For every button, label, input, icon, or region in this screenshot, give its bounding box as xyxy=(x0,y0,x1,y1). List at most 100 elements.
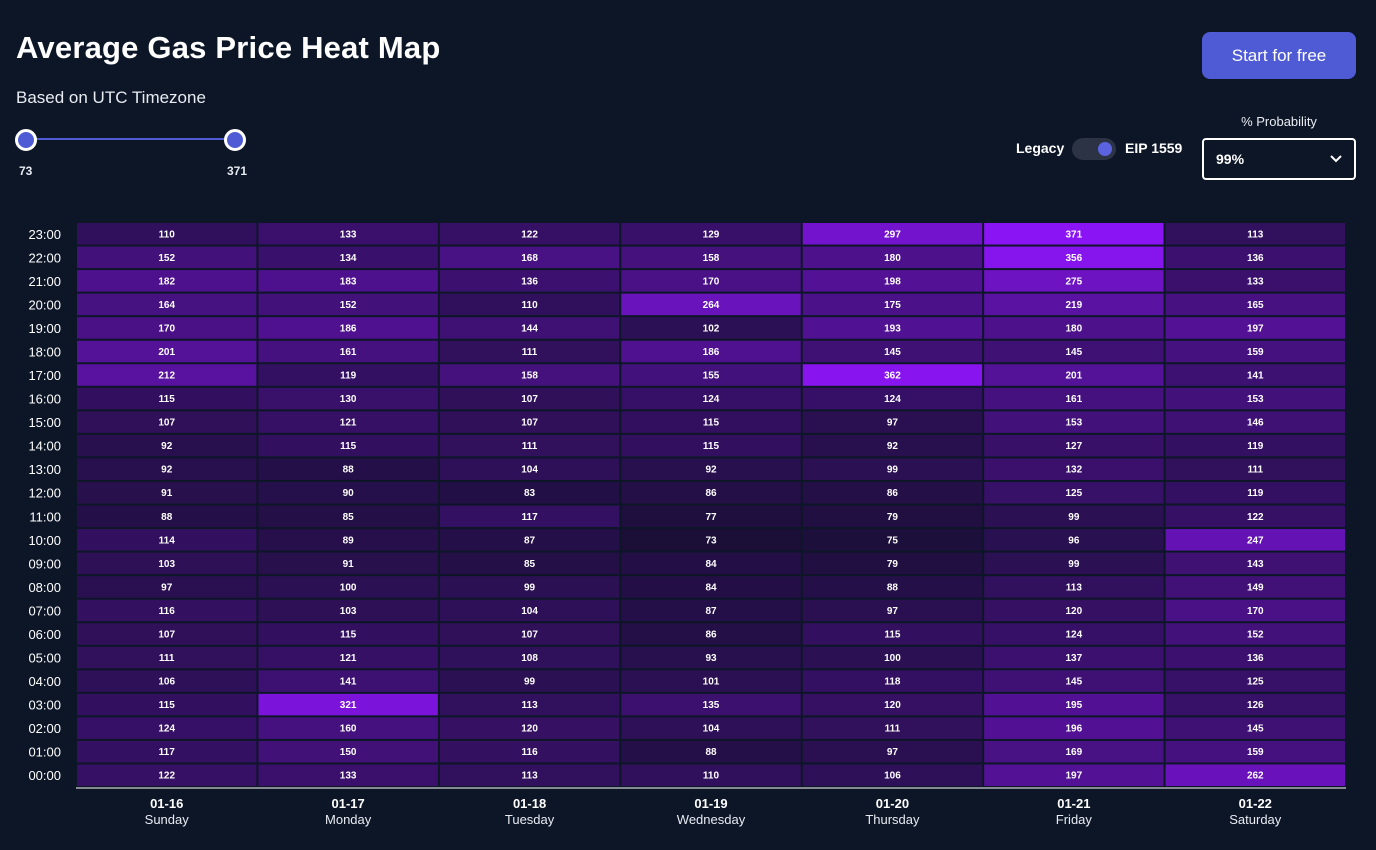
heatmap-cell[interactable] xyxy=(439,646,620,669)
heatmap-cell[interactable] xyxy=(621,317,801,339)
heatmap-cell[interactable] xyxy=(439,505,620,528)
heatmap-cell[interactable] xyxy=(77,740,257,763)
heatmap-cell[interactable] xyxy=(802,364,983,386)
heatmap-cell[interactable] xyxy=(984,717,1164,739)
heatmap-cell[interactable] xyxy=(802,411,983,433)
fee-type-toggle[interactable] xyxy=(1072,138,1116,160)
heatmap-cell[interactable] xyxy=(984,270,1164,292)
heatmap-cell[interactable] xyxy=(802,293,983,316)
start-for-free-button[interactable]: Start for free xyxy=(1202,32,1356,79)
heatmap-cell[interactable] xyxy=(621,505,801,528)
heatmap-cell[interactable] xyxy=(621,552,801,575)
heatmap-cell[interactable] xyxy=(621,458,801,480)
heatmap-cell[interactable] xyxy=(621,340,801,363)
heatmap-cell[interactable] xyxy=(439,364,620,386)
heatmap-cell[interactable] xyxy=(621,293,801,316)
heatmap-cell[interactable] xyxy=(1165,740,1345,763)
heatmap-cell[interactable] xyxy=(802,693,983,716)
heatmap-cell[interactable] xyxy=(439,599,620,622)
heatmap-cell[interactable] xyxy=(77,317,257,339)
heatmap-cell[interactable] xyxy=(439,717,620,739)
heatmap-cell[interactable] xyxy=(621,623,801,645)
heatmap-cell[interactable] xyxy=(1165,717,1345,739)
heatmap-cell[interactable] xyxy=(258,317,438,339)
heatmap-cell[interactable] xyxy=(1165,434,1345,457)
heatmap-cell[interactable] xyxy=(984,623,1164,645)
heatmap-cell[interactable] xyxy=(1165,293,1345,316)
heatmap-cell[interactable] xyxy=(77,670,257,692)
heatmap-cell[interactable] xyxy=(621,599,801,622)
heatmap-cell[interactable] xyxy=(258,246,438,269)
heatmap-cell[interactable] xyxy=(984,740,1164,763)
heatmap-cell[interactable] xyxy=(1165,411,1345,433)
probability-select[interactable]: 99% xyxy=(1202,138,1356,180)
heatmap-cell[interactable] xyxy=(439,223,620,245)
heatmap-cell[interactable] xyxy=(439,576,620,598)
heatmap-cell[interactable] xyxy=(1165,246,1345,269)
heatmap-cell[interactable] xyxy=(439,764,620,786)
heatmap-cell[interactable] xyxy=(77,693,257,716)
heatmap-cell[interactable] xyxy=(439,411,620,433)
heatmap-cell[interactable] xyxy=(258,623,438,645)
heatmap-cell[interactable] xyxy=(439,693,620,716)
heatmap-cell[interactable] xyxy=(802,458,983,480)
heatmap-cell[interactable] xyxy=(984,576,1164,598)
heatmap-cell[interactable] xyxy=(439,670,620,692)
heatmap-cell[interactable] xyxy=(984,764,1164,786)
heatmap-cell[interactable] xyxy=(77,599,257,622)
heatmap-cell[interactable] xyxy=(258,458,438,480)
heatmap-cell[interactable] xyxy=(77,223,257,245)
heatmap-cell[interactable] xyxy=(258,387,438,410)
heatmap-cell[interactable] xyxy=(802,340,983,363)
heatmap-cell[interactable] xyxy=(621,364,801,386)
heatmap-cell[interactable] xyxy=(258,481,438,504)
heatmap-cell[interactable] xyxy=(802,670,983,692)
heatmap-cell[interactable] xyxy=(439,434,620,457)
heatmap-cell[interactable] xyxy=(621,693,801,716)
heatmap-cell[interactable] xyxy=(984,387,1164,410)
slider-track[interactable] xyxy=(26,138,236,140)
heatmap-cell[interactable] xyxy=(802,434,983,457)
heatmap-cell[interactable] xyxy=(802,717,983,739)
heatmap-cell[interactable] xyxy=(1165,623,1345,645)
heatmap-cell[interactable] xyxy=(77,434,257,457)
heatmap-cell[interactable] xyxy=(258,270,438,292)
heatmap-cell[interactable] xyxy=(77,623,257,645)
heatmap-cell[interactable] xyxy=(802,740,983,763)
heatmap-cell[interactable] xyxy=(258,764,438,786)
heatmap-cell[interactable] xyxy=(802,529,983,551)
heatmap-cell[interactable] xyxy=(621,764,801,786)
heatmap-cell[interactable] xyxy=(258,505,438,528)
heatmap-cell[interactable] xyxy=(802,481,983,504)
heatmap-cell[interactable] xyxy=(77,717,257,739)
slider-min-handle[interactable] xyxy=(15,129,37,151)
heatmap-cell[interactable] xyxy=(984,529,1164,551)
heatmap-cell[interactable] xyxy=(77,246,257,269)
heatmap-cell[interactable] xyxy=(984,434,1164,457)
heatmap-cell[interactable] xyxy=(439,340,620,363)
heatmap-cell[interactable] xyxy=(984,411,1164,433)
heatmap-cell[interactable] xyxy=(621,646,801,669)
heatmap-cell[interactable] xyxy=(802,623,983,645)
heatmap-cell[interactable] xyxy=(1165,693,1345,716)
heatmap-cell[interactable] xyxy=(621,270,801,292)
heatmap-cell[interactable] xyxy=(439,293,620,316)
heatmap-cell[interactable] xyxy=(1165,270,1345,292)
heatmap-cell[interactable] xyxy=(621,740,801,763)
heatmap-cell[interactable] xyxy=(802,552,983,575)
heatmap-cell[interactable] xyxy=(802,387,983,410)
heatmap-cell[interactable] xyxy=(258,717,438,739)
heatmap-cell[interactable] xyxy=(439,529,620,551)
heatmap-cell[interactable] xyxy=(77,293,257,316)
heatmap-cell[interactable] xyxy=(77,505,257,528)
heatmap-cell[interactable] xyxy=(77,364,257,386)
heatmap-cell[interactable] xyxy=(1165,458,1345,480)
heatmap-cell[interactable] xyxy=(1165,529,1345,551)
heatmap-cell[interactable] xyxy=(439,387,620,410)
heatmap-cell[interactable] xyxy=(802,576,983,598)
heatmap-cell[interactable] xyxy=(984,552,1164,575)
heatmap-cell[interactable] xyxy=(984,481,1164,504)
heatmap-cell[interactable] xyxy=(1165,387,1345,410)
heatmap-cell[interactable] xyxy=(802,505,983,528)
heatmap-cell[interactable] xyxy=(621,246,801,269)
